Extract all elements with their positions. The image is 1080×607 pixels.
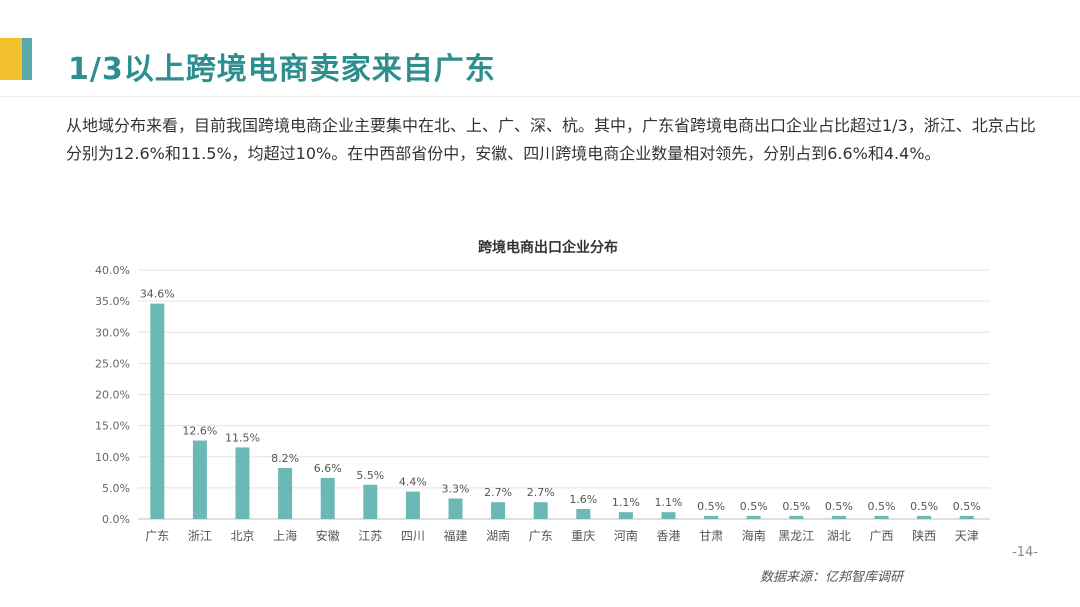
- y-tick-label: 20.0%: [95, 389, 130, 402]
- y-tick-label: 25.0%: [95, 357, 130, 370]
- x-tick-label: 浙江: [188, 529, 212, 543]
- accent-bar-yellow: [0, 38, 22, 80]
- bar: [192, 440, 207, 519]
- bar: [831, 515, 846, 519]
- bar: [576, 509, 591, 519]
- x-tick-label: 广西: [869, 529, 893, 543]
- bar: [278, 467, 293, 519]
- accent-bar-teal: [22, 38, 32, 80]
- data-label: 2.7%: [484, 486, 512, 499]
- chart-title: 跨境电商出口企业分布: [478, 239, 618, 256]
- x-tick-label: 香港: [656, 529, 680, 543]
- data-label: 1.1%: [612, 496, 640, 509]
- x-tick-label: 北京: [230, 529, 254, 543]
- x-tick-label: 甘肃: [699, 529, 723, 543]
- y-tick-label: 10.0%: [95, 451, 130, 464]
- x-tick-label: 安徽: [316, 528, 340, 543]
- bar: [405, 491, 420, 519]
- bar: [448, 498, 463, 519]
- grid-lines: [138, 269, 990, 520]
- data-label: 6.6%: [314, 462, 342, 475]
- x-tick-label: 海南: [742, 528, 766, 543]
- bars: [150, 303, 974, 519]
- bar-chart: 跨境电商出口企业分布 0.0% 5.0% 10.0% 15.0% 20.0% 25.0% 3…: [0, 230, 1080, 560]
- description-paragraph: 从地域分布来看，目前我国跨境电商企业主要集中在北、上、广、深、杭。其中，广东省跨…: [66, 116, 1036, 163]
- y-tick-label: 30.0%: [95, 326, 130, 339]
- data-label: 12.6%: [182, 425, 217, 438]
- y-tick-label: 40.0%: [95, 264, 130, 277]
- data-label: 0.5%: [782, 500, 810, 513]
- data-label: 1.6%: [569, 493, 597, 506]
- bar: [874, 515, 889, 519]
- bar: [235, 447, 250, 519]
- x-tick-label: 天津: [955, 529, 979, 543]
- y-tick-label: 5.0%: [102, 482, 130, 495]
- x-tick-label: 广东: [145, 529, 169, 543]
- bar: [917, 515, 932, 519]
- bar: [363, 484, 378, 519]
- x-tick-label: 江苏: [358, 529, 382, 543]
- y-tick-label: 0.0%: [102, 513, 130, 526]
- data-label: 0.5%: [740, 500, 768, 513]
- x-tick-label: 黑龙江: [778, 529, 814, 543]
- data-label: 0.5%: [825, 500, 853, 513]
- bar: [150, 303, 165, 519]
- page-title: 1/3以上跨境电商卖家来自广东: [68, 52, 496, 87]
- bar: [661, 512, 676, 519]
- y-tick-label: 15.0%: [95, 420, 130, 433]
- x-tick-label: 上海: [273, 528, 297, 543]
- title-divider: [0, 96, 1080, 97]
- page-number: -14-: [1012, 545, 1038, 560]
- bar: [491, 502, 506, 519]
- x-tick-label: 广东: [529, 529, 553, 543]
- data-label: 1.1%: [655, 496, 683, 509]
- x-tick-label: 福建: [443, 528, 467, 543]
- bar: [959, 515, 974, 519]
- data-label: 0.5%: [910, 500, 938, 513]
- chart-svg: 跨境电商出口企业分布 0.0% 5.0% 10.0% 15.0% 20.0% 25.0% 3…: [95, 239, 990, 543]
- x-axis-ticks: 广东 浙江 北京 上海 安徽 江苏 四川 福建 湖南 广东 重庆 河南 香港 甘肃 海南 黑龙江 湖北 广西 陕西 天…: [145, 528, 978, 543]
- x-tick-label: 湖南: [486, 528, 510, 543]
- x-tick-label: 湖北: [827, 528, 851, 543]
- data-label: 11.5%: [225, 431, 260, 444]
- data-label: 3.3%: [442, 482, 470, 495]
- x-tick-label: 河南: [614, 528, 638, 543]
- y-axis-ticks: 0.0% 5.0% 10.0% 15.0% 20.0% 25.0% 30.0% 35.0% 40…: [95, 264, 130, 526]
- y-tick-label: 35.0%: [95, 295, 130, 308]
- x-tick-label: 四川: [401, 529, 425, 543]
- data-label: 34.6%: [140, 288, 175, 301]
- data-label: 2.7%: [527, 486, 555, 499]
- bar: [533, 502, 548, 519]
- bar: [704, 515, 719, 519]
- data-label: 4.4%: [399, 476, 427, 489]
- data-label: 5.5%: [356, 469, 384, 482]
- data-label: 0.5%: [697, 500, 725, 513]
- bar: [618, 512, 633, 519]
- bar: [320, 477, 335, 519]
- x-tick-label: 陕西: [912, 528, 936, 543]
- data-label: 8.2%: [271, 452, 299, 465]
- data-label: 0.5%: [953, 500, 981, 513]
- bar: [746, 515, 761, 519]
- data-labels: 34.6% 12.6% 11.5% 8.2% 6.6% 5.5% 4.4% 3.3% 2.7% 2…: [140, 288, 981, 513]
- data-label: 0.5%: [868, 500, 896, 513]
- x-tick-label: 重庆: [571, 529, 595, 543]
- data-source: 数据来源：亿邦智库调研: [760, 570, 904, 585]
- bar: [789, 515, 804, 519]
